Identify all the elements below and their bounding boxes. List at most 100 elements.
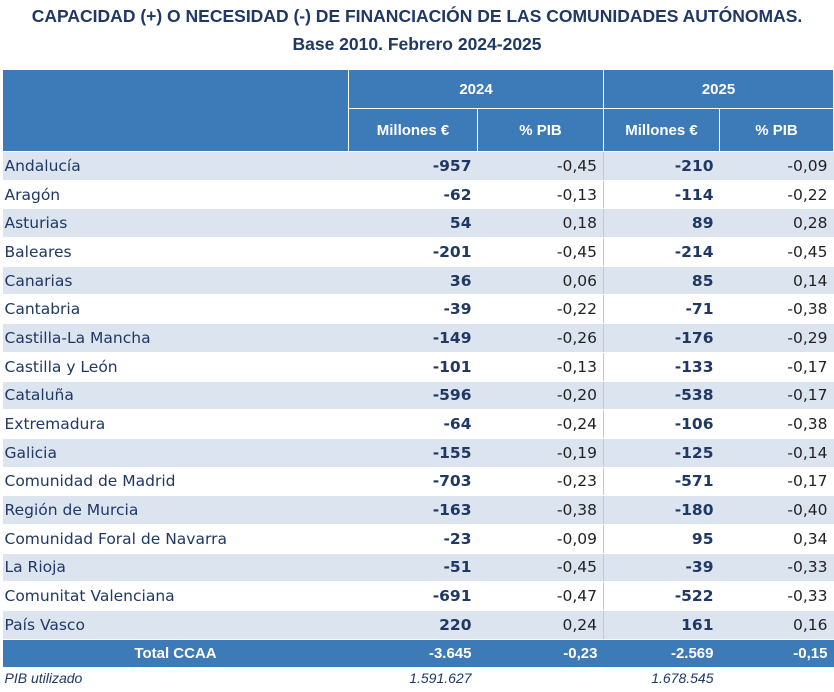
page-subtitle: Base 2010. Febrero 2024-2025 (292, 34, 542, 54)
table-row: Comunidad de Madrid -703 -0,23 -571 -0,17 (2, 467, 834, 497)
value-millones-2025: 85 (603, 266, 720, 296)
region-name: Canarias (2, 266, 349, 296)
subheader-pib-2025: % PIB (719, 108, 834, 152)
pib-2025: 1.678.545 (603, 667, 720, 689)
value-millones-2024: -39 (348, 294, 478, 325)
value-pib-2024: -0,47 (477, 581, 604, 611)
value-pib-2025: -0,14 (719, 438, 834, 468)
value-millones-2025: -571 (603, 467, 720, 497)
value-millones-2025: -180 (603, 495, 720, 525)
table-row: Región de Murcia -163 -0,38 -180 -0,40 (2, 495, 834, 525)
value-millones-2024: -691 (348, 581, 478, 611)
value-pib-2024: 0,18 (477, 208, 604, 239)
region-name: Cataluña (2, 381, 349, 411)
value-pib-2024: -0,23 (477, 467, 604, 497)
pib-spacer-2025 (719, 667, 834, 689)
region-name: Comunidad de Madrid (2, 467, 349, 497)
value-millones-2025: -39 (603, 553, 720, 583)
region-name: País Vasco (2, 610, 349, 640)
value-pib-2024: -0,13 (477, 180, 604, 210)
table-row: Aragón -62 -0,13 -114 -0,22 (2, 180, 834, 210)
value-millones-2024: -155 (348, 438, 478, 468)
total-m2025: -2.569 (603, 639, 720, 668)
value-millones-2024: 54 (348, 208, 478, 239)
value-millones-2025: -133 (603, 352, 720, 382)
value-millones-2025: 95 (603, 524, 720, 554)
region-name: Asturias (2, 208, 349, 239)
page-title: CAPACIDAD (+) O NECESIDAD (-) DE FINANCI… (31, 6, 803, 26)
region-name: Andalucía (2, 151, 349, 181)
value-pib-2025: -0,09 (719, 151, 834, 181)
value-millones-2025: -176 (603, 323, 720, 353)
value-millones-2024: -149 (348, 323, 478, 353)
total-p2025: -0,15 (719, 639, 834, 668)
value-millones-2025: -538 (603, 381, 720, 411)
value-millones-2024: -703 (348, 467, 478, 497)
value-millones-2024: -51 (348, 553, 478, 583)
pib-label: PIB utilizado (2, 667, 349, 689)
subheader-pib-2024: % PIB (477, 108, 604, 152)
value-pib-2025: 0,14 (719, 266, 834, 296)
value-millones-2024: 220 (348, 610, 478, 640)
region-name: Extremadura (2, 409, 349, 439)
table-row: Galicia -155 -0,19 -125 -0,14 (2, 438, 834, 468)
value-pib-2024: -0,38 (477, 495, 604, 525)
value-millones-2025: -106 (603, 409, 720, 439)
table-row: Baleares -201 -0,45 -214 -0,45 (2, 237, 834, 267)
total-p2024: -0,23 (477, 639, 604, 668)
value-pib-2024: -0,13 (477, 352, 604, 382)
table-row: Andalucía -957 -0,45 -210 -0,09 (2, 151, 834, 181)
value-millones-2024: -163 (348, 495, 478, 525)
value-millones-2025: 161 (603, 610, 720, 640)
value-millones-2025: -71 (603, 294, 720, 325)
financing-table: 2024 2025 Millones € % PIB Millones € % … (2, 69, 834, 689)
value-millones-2024: -596 (348, 381, 478, 411)
value-pib-2024: 0,06 (477, 266, 604, 296)
value-millones-2025: -522 (603, 581, 720, 611)
value-pib-2024: -0,09 (477, 524, 604, 554)
value-pib-2025: -0,33 (719, 553, 834, 583)
value-millones-2024: -201 (348, 237, 478, 267)
table-row: Comunitat Valenciana -691 -0,47 -522 -0,33 (2, 581, 834, 611)
value-millones-2024: -23 (348, 524, 478, 554)
value-millones-2024: -62 (348, 180, 478, 210)
table-body: Andalucía -957 -0,45 -210 -0,09 Aragón -62 -0,1… (2, 151, 834, 640)
value-pib-2024: -0,45 (477, 553, 604, 583)
value-pib-2025: -0,17 (719, 467, 834, 497)
value-pib-2024: -0,24 (477, 409, 604, 439)
value-millones-2024: 36 (348, 266, 478, 296)
value-millones-2024: -957 (348, 151, 478, 181)
value-pib-2025: -0,38 (719, 294, 834, 325)
value-pib-2025: -0,45 (719, 237, 834, 267)
value-pib-2024: -0,45 (477, 237, 604, 267)
value-pib-2024: 0,24 (477, 610, 604, 640)
value-pib-2024: -0,26 (477, 323, 604, 353)
region-name: La Rioja (2, 553, 349, 583)
table-row: Extremadura -64 -0,24 -106 -0,38 (2, 409, 834, 439)
value-pib-2024: -0,20 (477, 381, 604, 411)
pib-spacer-2024 (477, 667, 604, 689)
value-pib-2025: 0,16 (719, 610, 834, 640)
subheader-millones-2024: Millones € (348, 108, 478, 152)
value-millones-2025: 89 (603, 208, 720, 239)
region-name: Aragón (2, 180, 349, 210)
value-millones-2025: -214 (603, 237, 720, 267)
year-header-2025: 2025 (603, 69, 834, 109)
value-millones-2025: -210 (603, 151, 720, 181)
table-row: País Vasco 220 0,24 161 0,16 (2, 610, 834, 640)
region-name: Castilla y León (2, 352, 349, 382)
value-pib-2024: -0,22 (477, 294, 604, 325)
table-row: Asturias 54 0,18 89 0,28 (2, 208, 834, 239)
table-row: Castilla-La Mancha -149 -0,26 -176 -0,29 (2, 323, 834, 353)
region-name: Comunitat Valenciana (2, 581, 349, 611)
pib-row: PIB utilizado 1.591.627 1.678.545 (2, 667, 834, 689)
region-name: Región de Murcia (2, 495, 349, 525)
region-name: Baleares (2, 237, 349, 267)
header-corner (2, 69, 349, 152)
table-row: La Rioja -51 -0,45 -39 -0,33 (2, 553, 834, 583)
region-name: Cantabria (2, 294, 349, 325)
pib-2024: 1.591.627 (348, 667, 478, 689)
table-row: Cataluña -596 -0,20 -538 -0,17 (2, 381, 834, 411)
year-header-2024: 2024 (348, 69, 604, 109)
region-name: Comunidad Foral de Navarra (2, 524, 349, 554)
